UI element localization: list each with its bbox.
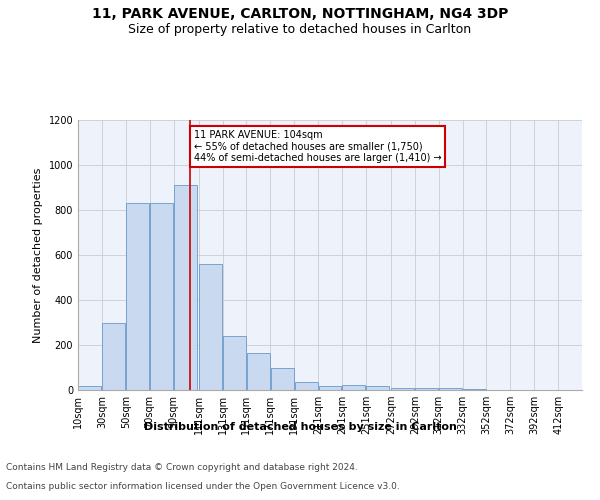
Bar [295, 382, 317, 390]
Text: Distribution of detached houses by size in Carlton: Distribution of detached houses by size … [143, 422, 457, 432]
Bar [367, 386, 389, 390]
Bar [247, 353, 270, 390]
Bar [150, 203, 173, 390]
Bar [103, 322, 125, 390]
Y-axis label: Number of detached properties: Number of detached properties [33, 168, 43, 342]
Bar [319, 386, 341, 390]
Bar [174, 185, 197, 390]
Bar [391, 388, 415, 390]
Bar [126, 203, 149, 390]
Text: 11 PARK AVENUE: 104sqm
← 55% of detached houses are smaller (1,750)
44% of semi-: 11 PARK AVENUE: 104sqm ← 55% of detached… [194, 130, 442, 164]
Bar [439, 388, 462, 390]
Bar [199, 264, 222, 390]
Bar [223, 336, 246, 390]
Bar [343, 385, 365, 390]
Bar [271, 368, 293, 390]
Text: Contains HM Land Registry data © Crown copyright and database right 2024.: Contains HM Land Registry data © Crown c… [6, 464, 358, 472]
Text: Size of property relative to detached houses in Carlton: Size of property relative to detached ho… [128, 22, 472, 36]
Text: 11, PARK AVENUE, CARLTON, NOTTINGHAM, NG4 3DP: 11, PARK AVENUE, CARLTON, NOTTINGHAM, NG… [92, 8, 508, 22]
Bar [415, 388, 438, 390]
Bar [463, 389, 486, 390]
Bar [79, 386, 101, 390]
Text: Contains public sector information licensed under the Open Government Licence v3: Contains public sector information licen… [6, 482, 400, 491]
